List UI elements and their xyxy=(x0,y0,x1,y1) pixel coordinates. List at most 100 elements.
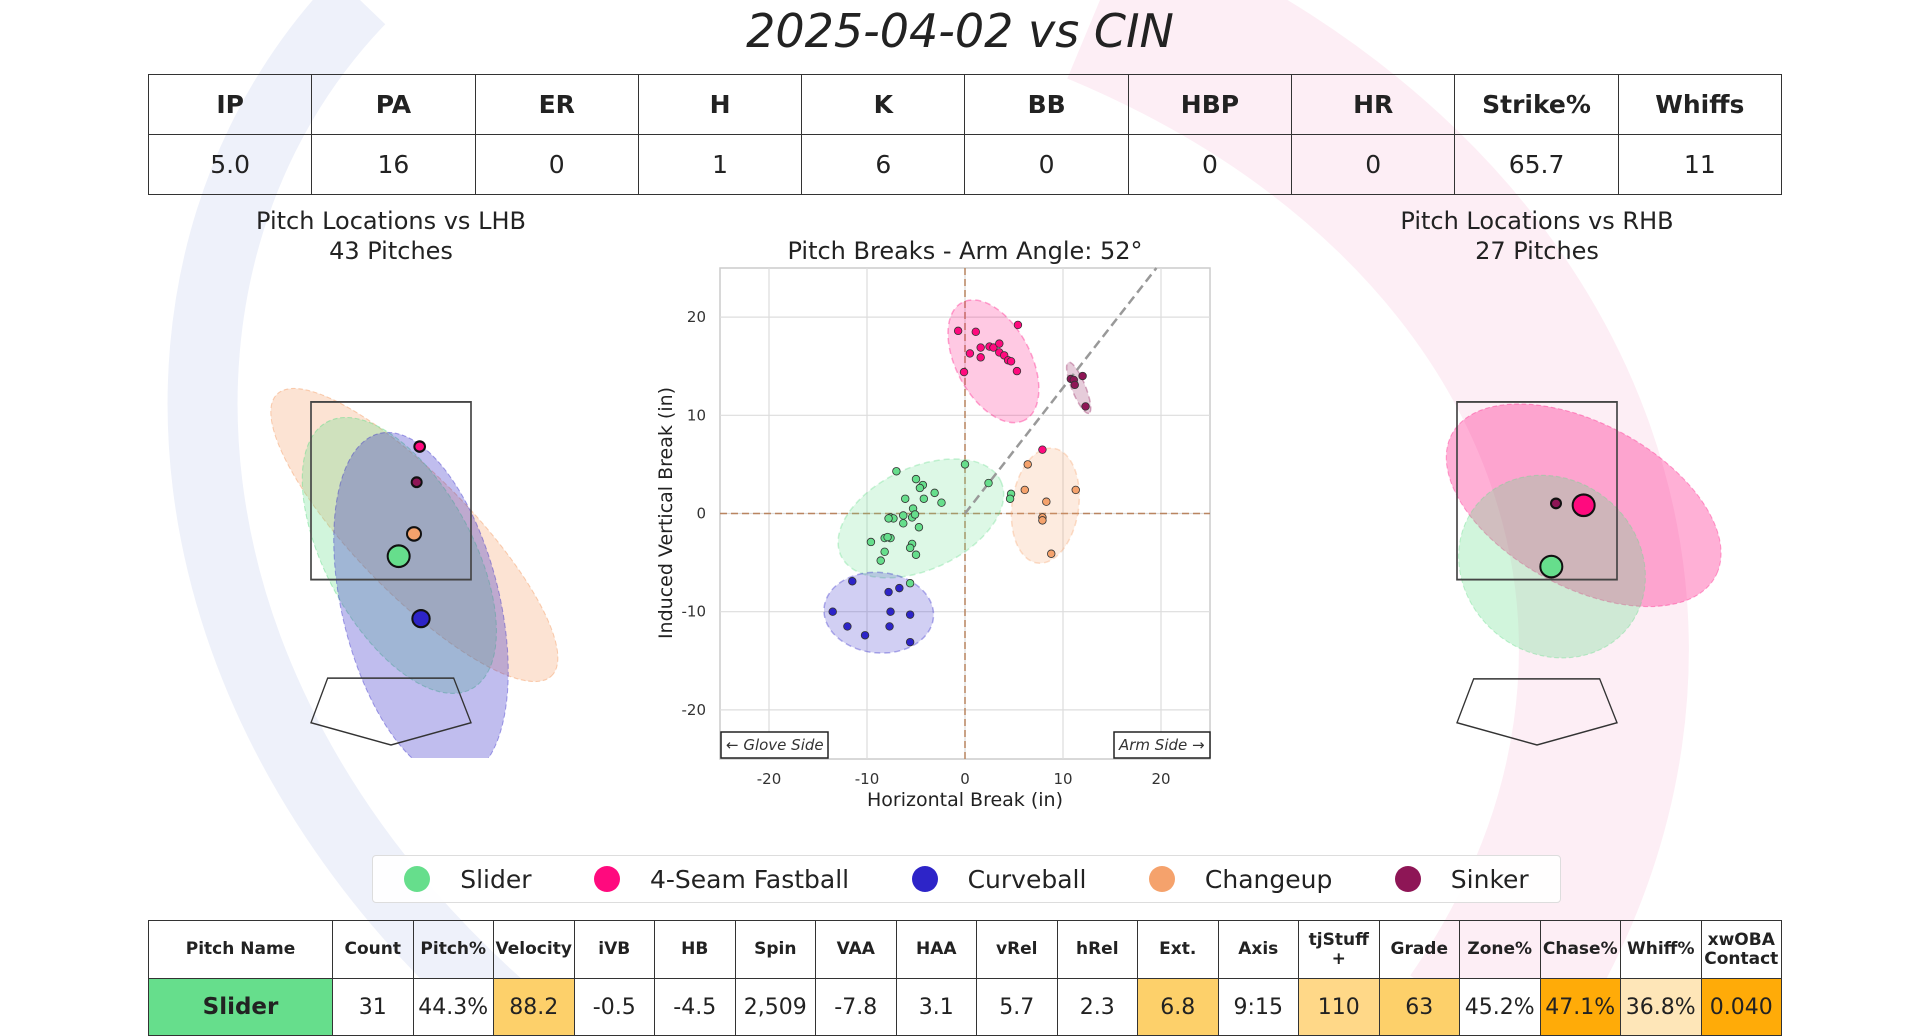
4-seam-fastball-point xyxy=(953,326,963,336)
rhb-location-plot xyxy=(1445,401,1722,746)
legend-label: Curveball xyxy=(967,864,1087,894)
column-header: Spin xyxy=(734,920,816,979)
y-tick-label: 10 xyxy=(687,406,706,424)
4-seam-fastball-point xyxy=(995,339,1004,348)
sinker-point xyxy=(1081,402,1090,411)
column-header: Count xyxy=(332,920,414,979)
slider-point xyxy=(984,478,993,488)
column-header: Velocity xyxy=(493,920,575,979)
home-plate xyxy=(310,677,472,746)
slider-point xyxy=(901,494,910,503)
curveball-point xyxy=(905,637,915,647)
4-seam-fastball-point xyxy=(1006,357,1016,366)
column-header: tjStuff + xyxy=(1298,920,1380,979)
home-plate xyxy=(1456,678,1618,746)
legend-label: Slider xyxy=(460,864,532,894)
y-tick-label: -20 xyxy=(682,701,707,719)
points xyxy=(828,320,1090,647)
curveball-point xyxy=(828,607,837,616)
slider-point xyxy=(910,510,920,519)
glove-side-label: ← Glove Side xyxy=(726,736,824,754)
stat-header: IP xyxy=(147,74,313,135)
x-tick-label: -20 xyxy=(757,770,782,788)
arm-angle-line xyxy=(964,267,1158,515)
column-header: Axis xyxy=(1217,920,1299,979)
slider-point xyxy=(911,474,921,484)
slider-point xyxy=(884,514,893,523)
curveball-point xyxy=(905,610,915,619)
4-seam-fastball-point xyxy=(1012,366,1022,376)
strike-zone xyxy=(310,401,472,581)
table-cell: 88.2 xyxy=(493,978,575,1036)
slider-point xyxy=(876,556,885,565)
table-cell: 63 xyxy=(1378,978,1460,1036)
column-header: HAA xyxy=(895,920,977,979)
legend-label: 4-Seam Fastball xyxy=(650,864,850,894)
stat-header: HR xyxy=(1291,74,1456,135)
fastball-mean-marker xyxy=(413,440,426,453)
y-tick-label: 0 xyxy=(696,505,706,523)
stat-value: 5.0 xyxy=(147,134,313,195)
arm-side-label: Arm Side → xyxy=(1118,736,1205,754)
column-header: Ext. xyxy=(1137,920,1219,979)
slider-point xyxy=(905,579,915,588)
table-cell: 0.040 xyxy=(1700,978,1782,1036)
slider-point xyxy=(892,467,901,476)
table-cell: 45.2% xyxy=(1459,978,1541,1036)
pitch-metrics-table: Pitch Name Count Pitch% Velocity iVB HB Spin VA… xyxy=(148,920,1782,1036)
curveball-ellipse xyxy=(823,571,935,654)
slider-point xyxy=(914,523,924,532)
slider-point xyxy=(919,494,929,503)
y-tick-label: 20 xyxy=(687,308,706,326)
stat-value: 0 xyxy=(1127,134,1293,195)
4-seam-fastball-point xyxy=(1038,445,1047,454)
table-cell: 110 xyxy=(1298,978,1380,1036)
stat-value: 16 xyxy=(311,134,476,195)
table-cell: 2.3 xyxy=(1056,978,1138,1036)
column-header: iVB xyxy=(573,920,655,979)
curveball-point xyxy=(848,577,857,586)
table-cell: 44.3% xyxy=(412,978,494,1036)
x-tick-label: 10 xyxy=(1053,770,1072,788)
stat-header: ER xyxy=(474,74,639,135)
column-header: HB xyxy=(654,920,736,979)
strike-zone xyxy=(1456,401,1618,581)
slider-point xyxy=(911,550,921,559)
sinker-mean-marker xyxy=(1550,497,1562,510)
slider-point xyxy=(883,532,892,542)
curveball-point xyxy=(886,607,895,616)
game-stats-table: IP PA ER H K BB HBP HR Strike% Whiffs 5.0 16 0 1 6 0 0 0… xyxy=(147,74,1783,195)
sinker-point xyxy=(1070,380,1079,390)
slider-point xyxy=(915,483,925,493)
x-axis-label: Horizontal Break (in) xyxy=(867,789,1063,811)
slider-point xyxy=(1005,494,1015,503)
curveball-mean-marker xyxy=(411,608,431,629)
sinker-mean-marker xyxy=(410,476,423,489)
stat-value: 0 xyxy=(964,134,1129,195)
pitch-name-cell: Slider xyxy=(148,978,333,1036)
legend-item: 4-Seam Fastball xyxy=(594,865,849,894)
4-seam-fastball-point xyxy=(965,349,975,358)
slider-point xyxy=(880,547,889,556)
x-tick-label: -10 xyxy=(855,770,880,788)
glove-side-annotation: ← Glove Side xyxy=(720,731,829,759)
legend-marker-icon xyxy=(1148,866,1175,892)
table-cell: -4.5 xyxy=(654,978,736,1036)
stat-header: BB xyxy=(964,74,1129,135)
stat-value: 11 xyxy=(1617,134,1783,195)
pitch-breaks-chart: -20 -10 0 10 20 20 10 0 -10 -20 ← Glove Side Arm … xyxy=(655,267,1211,811)
legend-item: Changeup xyxy=(1148,865,1332,894)
legend-label: Sinker xyxy=(1450,864,1529,894)
curveball-point xyxy=(843,622,852,631)
4-seam-fastball-point xyxy=(959,367,969,377)
stat-value: 0 xyxy=(474,134,639,195)
column-header: Grade xyxy=(1378,920,1460,979)
curveball-point xyxy=(860,631,870,640)
table-cell: 5.7 xyxy=(976,978,1058,1036)
changeup-point xyxy=(1042,497,1051,506)
table-cell: 36.8% xyxy=(1620,978,1702,1036)
stat-header: H xyxy=(637,74,803,135)
legend-item: Sinker xyxy=(1394,864,1529,894)
slider-point xyxy=(899,511,908,520)
tick-labels: -20 -10 0 10 20 20 10 0 -10 -20 xyxy=(682,308,1171,788)
